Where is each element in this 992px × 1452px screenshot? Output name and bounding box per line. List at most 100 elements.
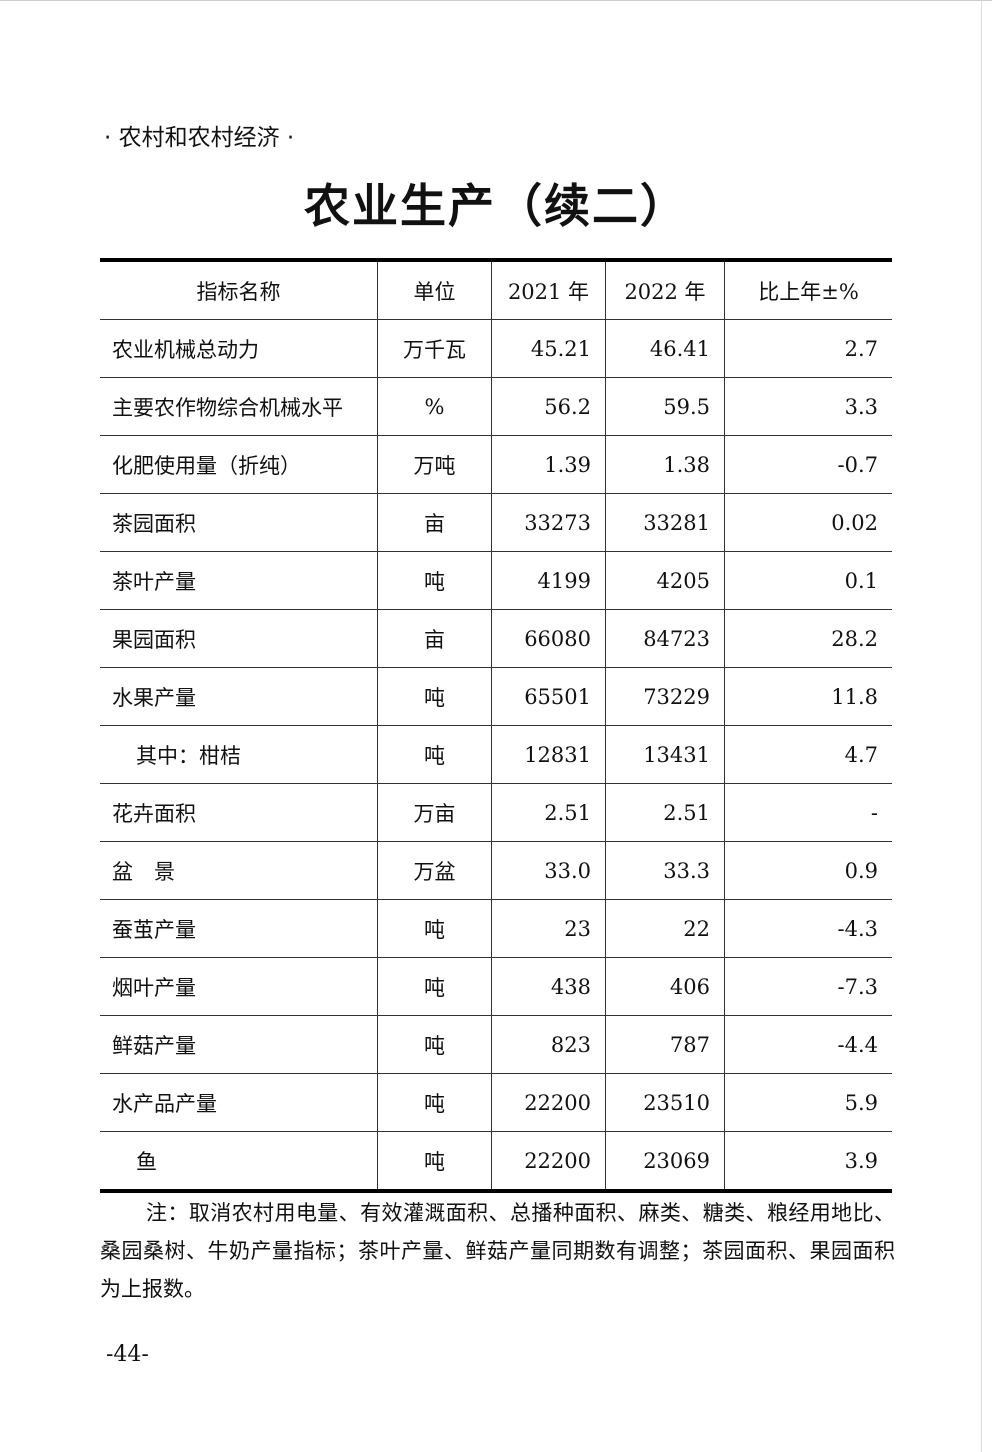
- value-2022: 787: [605, 1015, 725, 1074]
- change-percent: 5.9: [724, 1073, 892, 1132]
- unit-cell: 亩: [377, 609, 492, 668]
- value-2022: 13431: [605, 725, 725, 784]
- change-percent: -: [724, 783, 892, 842]
- unit-cell: 吨: [377, 1073, 492, 1132]
- indicator-name: 水产品产量: [100, 1073, 378, 1132]
- indicator-name: 花卉面积: [100, 783, 378, 842]
- indicator-name: 果园面积: [100, 609, 378, 668]
- table-row: 茶叶产量吨 4199 4205 0.1: [100, 551, 892, 610]
- value-2021: 22200: [491, 1073, 606, 1132]
- value-2022: 23069: [605, 1131, 725, 1192]
- indicator-name: 鱼: [100, 1131, 378, 1192]
- indicator-name: 鲜菇产量: [100, 1015, 378, 1074]
- table-row: 主要农作物综合机械水平% 56.2 59.5 3.3: [100, 377, 892, 436]
- unit-cell: 万盆: [377, 841, 492, 900]
- table-row: 盆 景万盆 33.0 33.3 0.9: [100, 841, 892, 900]
- indicator-name: 农业机械总动力: [100, 319, 378, 378]
- value-2022: 23510: [605, 1073, 725, 1132]
- unit-cell: 吨: [377, 667, 492, 726]
- value-2022: 59.5: [605, 377, 725, 436]
- indicator-name: 主要农作物综合机械水平: [100, 377, 378, 436]
- value-2021: 33.0: [491, 841, 606, 900]
- table-row: 鱼吨 22200 23069 3.9: [100, 1131, 892, 1192]
- table-row: 烟叶产量吨 438 406 -7.3: [100, 957, 892, 1016]
- header-indicator: 指标名称: [100, 260, 378, 320]
- table-row: 花卉面积 万亩 2.51 2.51-: [100, 783, 892, 842]
- header-unit: 单位: [377, 260, 492, 320]
- table-row: 农业机械总动力 万千瓦 45.21 46.41 2.7: [100, 319, 892, 378]
- value-2022: 33281: [605, 493, 725, 552]
- change-percent: 4.7: [724, 725, 892, 784]
- value-2021: 12831: [491, 725, 606, 784]
- value-2021: 45.21: [491, 319, 606, 378]
- value-2022: 2.51: [605, 783, 725, 842]
- table-row: 茶园面积亩 33273 33281 0.02: [100, 493, 892, 552]
- value-2021: 23: [491, 899, 606, 958]
- unit-cell: 吨: [377, 1131, 492, 1192]
- unit-cell: 吨: [377, 957, 492, 1016]
- unit-cell: 万吨: [377, 435, 492, 494]
- page-title: 农业生产（续二）: [304, 179, 688, 233]
- value-2021: 56.2: [491, 377, 606, 436]
- change-percent: -0.7: [724, 435, 892, 494]
- table-row: 蚕茧产量吨 23 22 -4.3: [100, 899, 892, 958]
- unit-cell: 吨: [377, 551, 492, 610]
- change-percent: -4.4: [724, 1015, 892, 1074]
- indicator-name: 茶叶产量: [100, 551, 378, 610]
- change-percent: 0.02: [724, 493, 892, 552]
- page-right-border: [981, 0, 982, 1452]
- value-2021: 66080: [491, 609, 606, 668]
- unit-cell: 吨: [377, 725, 492, 784]
- change-percent: 28.2: [724, 609, 892, 668]
- page-top-border: [0, 0, 992, 1]
- value-2021: 22200: [491, 1131, 606, 1192]
- indicator-name: 烟叶产量: [100, 957, 378, 1016]
- change-percent: 0.1: [724, 551, 892, 610]
- header-2021: 2021 年: [491, 260, 606, 320]
- unit-cell: 万亩: [377, 783, 492, 842]
- indicator-name: 盆 景: [100, 841, 378, 900]
- change-percent: 2.7: [724, 319, 892, 378]
- change-percent: -7.3: [724, 957, 892, 1016]
- change-percent: 3.9: [724, 1131, 892, 1192]
- value-2021: 2.51: [491, 783, 606, 842]
- unit-cell: 万千瓦: [377, 319, 492, 378]
- table-row: 化肥使用量（折纯） 万吨 1.39 1.38 -0.7: [100, 435, 892, 494]
- value-2021: 33273: [491, 493, 606, 552]
- table-row: 水果产量吨 65501 73229 11.8: [100, 667, 892, 726]
- value-2021: 823: [491, 1015, 606, 1074]
- indicator-name: 茶园面积: [100, 493, 378, 552]
- change-percent: 11.8: [724, 667, 892, 726]
- agriculture-production-table: 指标名称 单位 2021 年 2022 年 比上年±% 农业机械总动力 万千瓦 45…: [100, 258, 892, 1193]
- value-2022: 22: [605, 899, 725, 958]
- value-2022: 84723: [605, 609, 725, 668]
- section-header: · 农村和农村经济 ·: [104, 125, 295, 151]
- unit-cell: %: [377, 377, 492, 436]
- unit-cell: 吨: [377, 899, 492, 958]
- value-2022: 406: [605, 957, 725, 1016]
- table-note: 注：取消农村用电量、有效灌溉面积、总播种面积、麻类、糖类、粮经用地比、桑园桑树、…: [100, 1201, 895, 1301]
- change-percent: -4.3: [724, 899, 892, 958]
- indicator-name: 化肥使用量（折纯）: [100, 435, 378, 494]
- indicator-name: 水果产量: [100, 667, 378, 726]
- indicator-name: 其中：柑桔: [100, 725, 378, 784]
- value-2022: 4205: [605, 551, 725, 610]
- page-number: -44-: [106, 1342, 149, 1367]
- table-row: 水产品产量吨 22200 23510 5.9: [100, 1073, 892, 1132]
- unit-cell: 亩: [377, 493, 492, 552]
- value-2022: 73229: [605, 667, 725, 726]
- header-2022: 2022 年: [605, 260, 725, 320]
- indicator-name: 蚕茧产量: [100, 899, 378, 958]
- change-percent: 3.3: [724, 377, 892, 436]
- value-2022: 33.3: [605, 841, 725, 900]
- value-2021: 1.39: [491, 435, 606, 494]
- header-change: 比上年±%: [724, 260, 892, 320]
- value-2022: 1.38: [605, 435, 725, 494]
- value-2021: 4199: [491, 551, 606, 610]
- table-header-row: 指标名称 单位 2021 年 2022 年 比上年±%: [100, 260, 892, 320]
- table-row: 其中：柑桔吨 12831 13431 4.7: [100, 725, 892, 784]
- table-row: 鲜菇产量吨 823 787 -4.4: [100, 1015, 892, 1074]
- unit-cell: 吨: [377, 1015, 492, 1074]
- value-2022: 46.41: [605, 319, 725, 378]
- table-row: 果园面积亩 66080 84723 28.2: [100, 609, 892, 668]
